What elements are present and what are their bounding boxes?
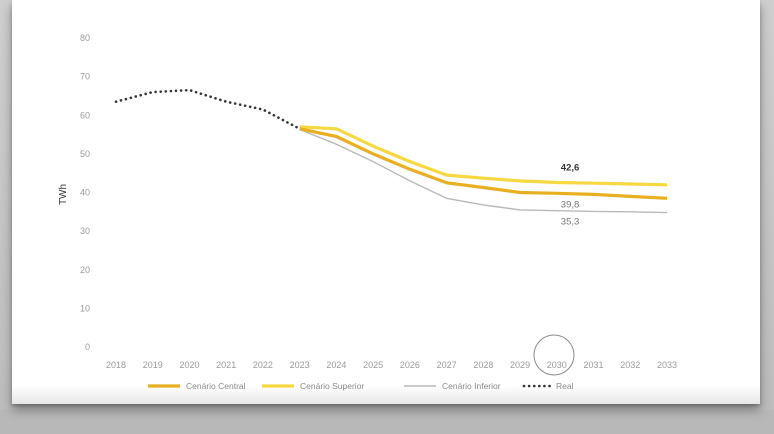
data-label: 39,8 — [561, 199, 580, 210]
x-tick-label: 2022 — [253, 360, 273, 370]
y-tick-label: 20 — [80, 265, 90, 275]
x-tick-label: 2031 — [584, 360, 604, 370]
x-tick-label: 2025 — [363, 360, 383, 370]
legend: Cenário Central Cenário Superior Cenário I… — [148, 381, 574, 391]
y-tick-label: 30 — [80, 226, 90, 236]
y-tick-label: 50 — [80, 149, 90, 159]
x-tick-label: 2028 — [473, 360, 493, 370]
x-tick-label: 2018 — [106, 360, 126, 370]
x-tick-label: 2020 — [179, 360, 199, 370]
x-tick-label: 2029 — [510, 360, 530, 370]
y-tick-label: 60 — [80, 110, 90, 120]
x-tick-label: 2021 — [216, 360, 236, 370]
legend-label: Real — [556, 381, 574, 391]
legend-label: Cenário Central — [186, 381, 246, 391]
series-line-real — [114, 88, 301, 131]
y-tick-label: 70 — [80, 72, 90, 82]
x-tick-label: 2027 — [437, 360, 457, 370]
data-label: 35,3 — [561, 217, 580, 228]
legend-label: Cenário Inferior — [442, 381, 501, 391]
y-tick-label: 10 — [80, 303, 90, 313]
series-line-cen-rio-superior — [299, 125, 668, 187]
x-tick-label: 2024 — [326, 360, 346, 370]
series-line-cen-rio-central — [299, 127, 668, 200]
x-tick-label: 2023 — [290, 360, 310, 370]
legend-label: Cenário Superior — [300, 381, 364, 391]
x-tick-label: 2032 — [620, 360, 640, 370]
data-label: 42,6 — [561, 162, 580, 173]
series-lines — [114, 88, 668, 214]
x-tick-label: 2033 — [657, 360, 677, 370]
series-line-cen-rio-inferior — [299, 128, 668, 214]
y-axis-label: TWh — [58, 184, 69, 205]
x-axis-ticks: 2018 2019 2020 2021 2022 2023 2024 2025 2026 2027… — [106, 360, 677, 370]
y-axis-ticks: 0 10 20 30 40 50 60 70 80 — [80, 33, 90, 352]
x-tick-label: 2030 — [547, 360, 567, 370]
x-tick-label: 2019 — [143, 360, 163, 370]
y-tick-label: 80 — [80, 33, 90, 43]
paper-shadow — [12, 386, 760, 404]
chart-paper — [12, 0, 760, 404]
y-tick-label: 0 — [85, 342, 90, 352]
pen-circle-mark — [533, 334, 575, 376]
x-tick-label: 2026 — [400, 360, 420, 370]
y-tick-label: 40 — [80, 188, 90, 198]
data-labels: 42,6 39,8 35,3 — [561, 162, 580, 227]
